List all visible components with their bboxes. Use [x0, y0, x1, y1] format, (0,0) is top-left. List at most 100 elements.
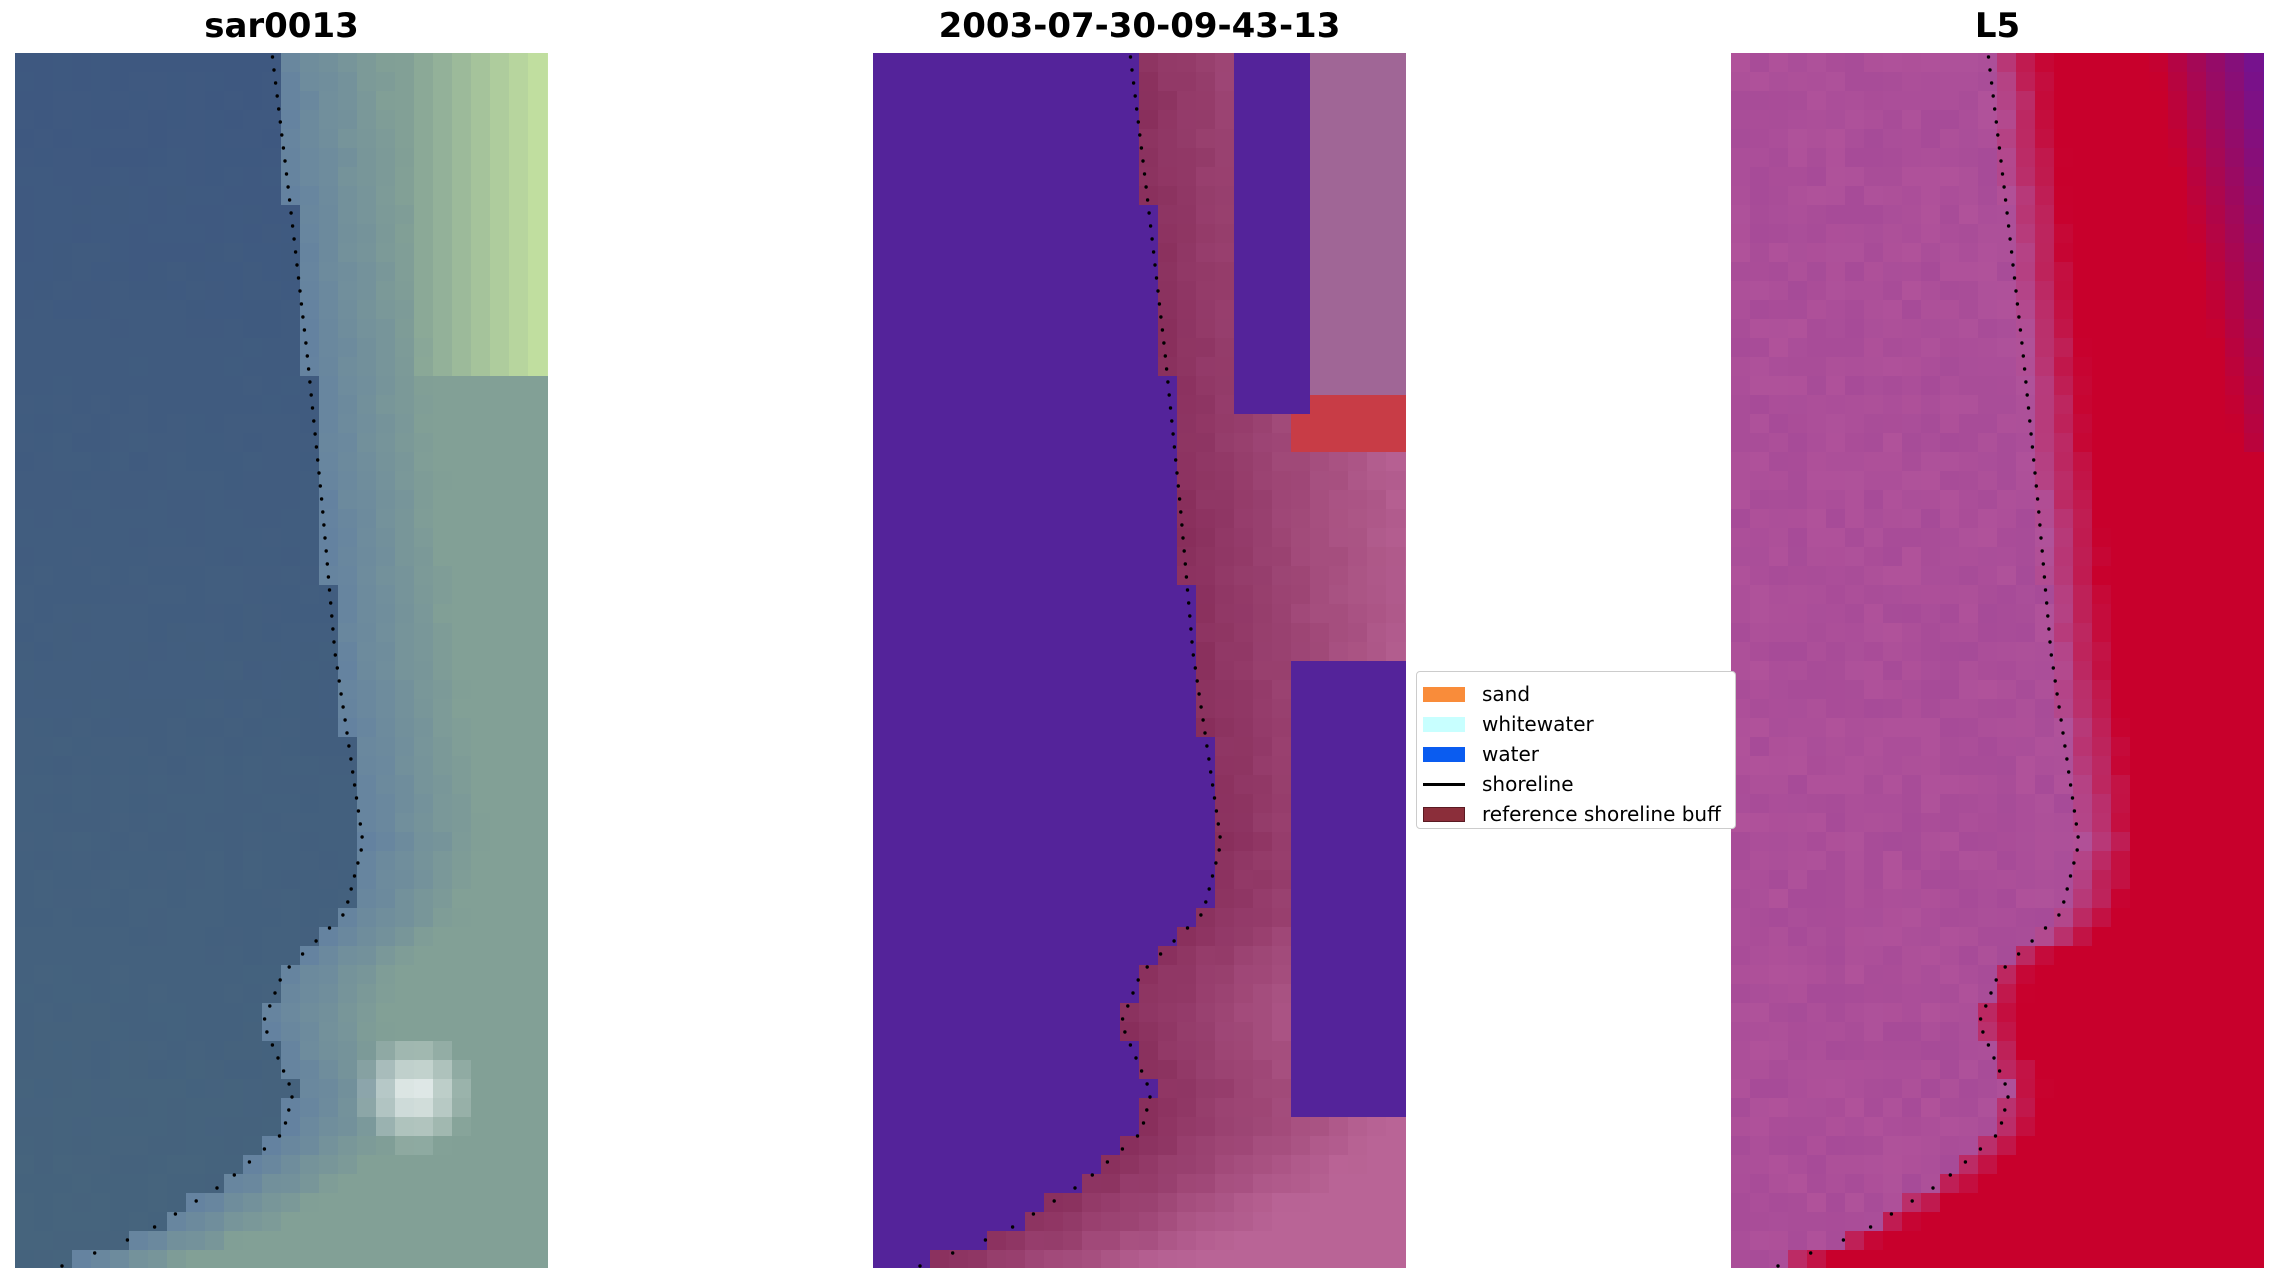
- index-pixel: [2054, 566, 2073, 585]
- rgb-pixel: [72, 167, 91, 186]
- index-pixel: [2111, 604, 2130, 623]
- index-pixel: [1921, 471, 1940, 490]
- class-pixel: [930, 737, 949, 756]
- class-pixel: [1348, 851, 1367, 870]
- class-pixel: [1253, 813, 1272, 832]
- class-pixel: [1272, 186, 1291, 205]
- class-pixel: [949, 414, 968, 433]
- rgb-pixel: [490, 1117, 509, 1136]
- rgb-pixel: [471, 1174, 490, 1193]
- class-pixel: [1386, 1060, 1405, 1079]
- class-pixel: [1044, 1250, 1063, 1268]
- rgb-pixel: [15, 870, 34, 889]
- index-pixel: [1978, 490, 1997, 509]
- class-pixel: [949, 167, 968, 186]
- rgb-pixel: [414, 699, 433, 718]
- rgb-pixel: [72, 737, 91, 756]
- rgb-pixel: [53, 566, 72, 585]
- shoreline-point: [349, 887, 353, 891]
- rgb-pixel: [547, 604, 548, 623]
- rgb-pixel: [547, 547, 548, 566]
- index-pixel: [2092, 414, 2111, 433]
- class-pixel: [1044, 566, 1063, 585]
- rgb-pixel: [34, 319, 53, 338]
- class-pixel: [987, 395, 1006, 414]
- rgb-pixel: [452, 623, 471, 642]
- class-pixel: [1063, 53, 1082, 72]
- class-pixel: [1234, 1060, 1253, 1079]
- class-pixel: [1139, 1155, 1158, 1174]
- class-pixel: [1367, 338, 1386, 357]
- class-pixel: [1120, 680, 1139, 699]
- rgb-pixel: [490, 1174, 509, 1193]
- index-pixel: [1864, 642, 1883, 661]
- index-pixel: [2206, 737, 2225, 756]
- class-pixel: [1101, 452, 1120, 471]
- index-pixel: [1883, 186, 1902, 205]
- class-pixel: [1063, 509, 1082, 528]
- index-pixel: [1978, 224, 1997, 243]
- rgb-pixel: [547, 1212, 548, 1231]
- rgb-pixel: [490, 433, 509, 452]
- class-pixel: [1329, 794, 1348, 813]
- rgb-pixel: [186, 1174, 205, 1193]
- rgb-pixel: [91, 72, 110, 91]
- index-pixel: [1978, 547, 1997, 566]
- rgb-pixel: [53, 832, 72, 851]
- rgb-pixel: [129, 1003, 148, 1022]
- rgb-pixel: [395, 1079, 414, 1098]
- class-pixel: [1006, 566, 1025, 585]
- class-pixel: [1196, 813, 1215, 832]
- index-pixel: [2092, 604, 2111, 623]
- class-pixel: [1063, 718, 1082, 737]
- rgb-pixel: [414, 1193, 433, 1212]
- rgb-pixel: [319, 1003, 338, 1022]
- rgb-pixel: [338, 1155, 357, 1174]
- index-pixel: [1883, 53, 1902, 72]
- rgb-pixel: [281, 984, 300, 1003]
- rgb-pixel: [376, 813, 395, 832]
- rgb-pixel: [129, 661, 148, 680]
- class-pixel: [930, 1060, 949, 1079]
- rgb-pixel: [53, 528, 72, 547]
- class-pixel: [1158, 148, 1177, 167]
- class-pixel: [1272, 794, 1291, 813]
- class-pixel: [1310, 718, 1329, 737]
- index-pixel: [1978, 680, 1997, 699]
- class-pixel: [1234, 737, 1253, 756]
- shoreline-point: [1164, 367, 1169, 371]
- rgb-pixel: [357, 1098, 376, 1117]
- class-pixel: [1348, 528, 1367, 547]
- class-pixel: [1025, 243, 1044, 262]
- class-pixel: [1120, 528, 1139, 547]
- rgb-pixel: [357, 889, 376, 908]
- rgb-pixel: [319, 53, 338, 72]
- rgb-pixel: [186, 243, 205, 262]
- class-pixel: [1386, 851, 1405, 870]
- index-pixel: [1921, 585, 1940, 604]
- index-pixel: [1788, 205, 1807, 224]
- rgb-pixel: [243, 528, 262, 547]
- class-pixel: [1215, 661, 1234, 680]
- rgb-pixel: [528, 186, 547, 205]
- shoreline-point: [1199, 705, 1203, 709]
- class-pixel: [1025, 813, 1044, 832]
- index-pixel: [2035, 262, 2054, 281]
- rgb-pixel: [72, 661, 91, 680]
- class-pixel: [930, 471, 949, 490]
- rgb-pixel: [110, 1003, 129, 1022]
- rgb-pixel: [167, 243, 186, 262]
- class-pixel: [1063, 642, 1082, 661]
- shoreline-point: [1135, 107, 1139, 111]
- class-pixel: [1291, 357, 1310, 376]
- index-pixel: [2263, 395, 2264, 414]
- rgb-pixel: [471, 604, 490, 623]
- rgb-pixel: [357, 566, 376, 585]
- class-pixel: [1310, 661, 1329, 680]
- class-pixel: [987, 300, 1006, 319]
- rgb-pixel: [547, 376, 548, 395]
- class-pixel: [1196, 1022, 1215, 1041]
- index-pixel: [2168, 566, 2187, 585]
- index-pixel: [1807, 680, 1826, 699]
- rgb-pixel: [528, 908, 547, 927]
